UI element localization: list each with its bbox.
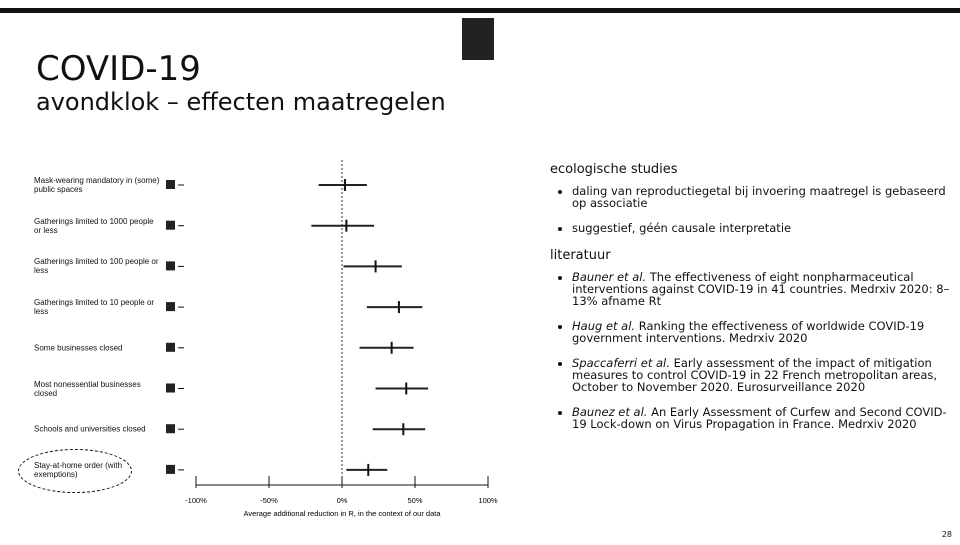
icon — [166, 220, 175, 230]
bullet: daling van reproductiegetal bij invoerin… — [572, 185, 950, 209]
icon — [166, 180, 175, 189]
bullet-text: daling van reproductiegetal bij invoerin… — [572, 184, 946, 210]
logo — [462, 18, 494, 60]
bullet-text: suggestief, géén causale interpretatie — [572, 221, 792, 235]
x-tick-label: 0% — [337, 496, 348, 505]
icon — [166, 342, 175, 352]
page-number: 28 — [941, 530, 952, 539]
category-label: Gatherings limited to 1000 people or les… — [34, 216, 154, 235]
x-tick-label: -100% — [185, 496, 207, 505]
bullet-list: Bauner et al. The effectiveness of eight… — [550, 271, 950, 430]
text-column: ecologische studies daling van reproducti… — [550, 162, 950, 443]
category-label: Schools and universities closed — [34, 424, 146, 434]
section-heading: ecologische studies — [550, 162, 678, 177]
bullet: Bauner et al. The effectiveness of eight… — [572, 271, 950, 307]
category-label: Some businesses closed — [34, 343, 123, 353]
author: Baunez et al. — [572, 405, 648, 419]
x-tick-label: 50% — [407, 496, 422, 505]
highlight-ellipse — [18, 449, 132, 493]
bullet: Haug et al. Ranking the effectiveness of… — [572, 320, 950, 344]
bullet: suggestief, géén causale interpretatie — [572, 222, 950, 234]
section: literatuur Bauner et al. The effectivenes… — [550, 248, 950, 430]
category-label: Gatherings limited to 10 people or less — [34, 298, 155, 317]
section-heading: literatuur — [550, 248, 611, 263]
bullet: Baunez et al. An Early Assessment of Cur… — [572, 406, 950, 430]
icon — [166, 464, 175, 474]
icon — [166, 383, 175, 393]
title: COVID-19 — [36, 49, 201, 89]
x-axis-label: Average additional reduction in R, in th… — [243, 509, 441, 518]
top-bar — [0, 8, 960, 13]
category-label: Mask-wearing mandatory in (some) public … — [34, 176, 160, 194]
category-label: Most nonessential businesses closed — [34, 379, 141, 398]
forest-plot: -100% -50% 0% 50% 100% Average additional red… — [166, 160, 498, 518]
bullet-list: daling van reproductiegetal bij invoerin… — [550, 185, 950, 234]
bullet-text: The effectiveness of eight nonpharmaceut… — [572, 270, 950, 308]
bullet-text: Ranking the effectiveness of worldwide C… — [572, 319, 925, 345]
subtitle: avondklok – effecten maatregelen — [36, 88, 446, 116]
author: Bauner et al. — [572, 270, 647, 284]
x-tick-label: -50% — [260, 496, 278, 505]
icon — [166, 261, 175, 271]
icon — [166, 302, 175, 312]
bullet-text: An Early Assessment of Curfew and Second… — [572, 405, 947, 431]
author: Haug et al. — [572, 319, 636, 333]
x-tick-label: 100% — [478, 496, 498, 505]
author: Spaccaferri et al. — [572, 356, 670, 370]
bullet-text: Early assessment of the impact of mitiga… — [572, 356, 938, 394]
bullet: Spaccaferri et al. Early assessment of t… — [572, 357, 950, 393]
section: ecologische studies daling van reproducti… — [550, 162, 950, 234]
icon — [166, 424, 175, 434]
category-label: Gatherings limited to 100 people or less — [34, 257, 159, 276]
